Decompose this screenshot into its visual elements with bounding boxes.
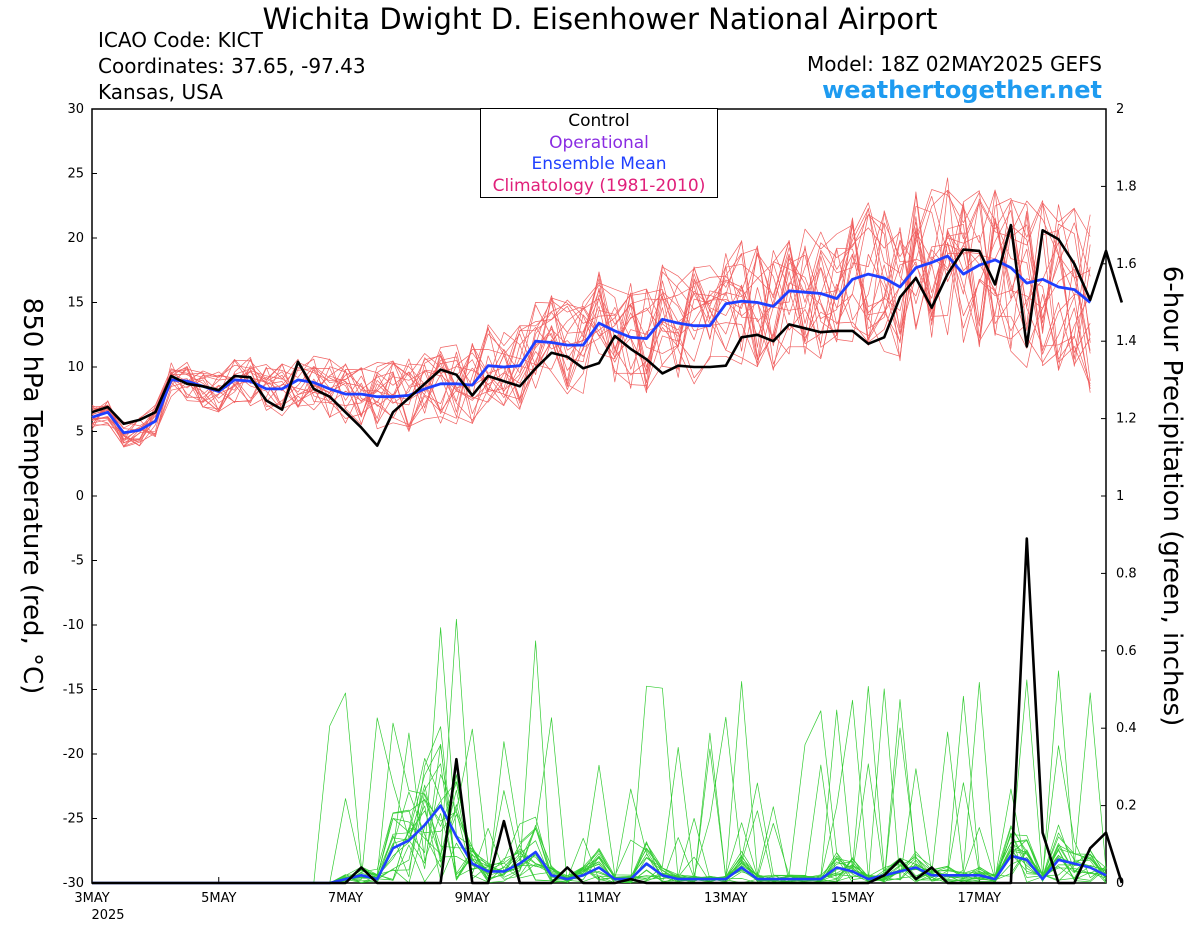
precip-member-line [92, 763, 1107, 884]
y-tick-label-right: 0.2 [1116, 799, 1137, 814]
y-tick-label-left: 30 [67, 102, 84, 117]
y-tick-label-left: 20 [67, 231, 84, 246]
precip-member-line [92, 699, 1107, 884]
y-tick-label-left: -25 [63, 812, 84, 827]
x-tick-label: 17MAY [957, 891, 1001, 906]
model-run: Model: 18Z 02MAY2025 GEFS [807, 52, 1102, 76]
precip-member-line [92, 810, 1107, 884]
chart-title: Wichita Dwight D. Eisenhower National Ai… [262, 2, 938, 36]
temperature-member-line [91, 190, 1091, 447]
site-link[interactable]: weathertogether.net [822, 76, 1102, 104]
x-tick-sublabel: 2025 [91, 908, 124, 923]
y-tick-label-right: 1.4 [1116, 334, 1137, 349]
legend-control: Control [568, 111, 630, 131]
y-tick-label-right: 1.6 [1116, 257, 1137, 272]
y-tick-label-left: -30 [63, 876, 84, 891]
y-tick-label-left: -20 [63, 747, 84, 762]
precip-control-line [92, 537, 1124, 885]
y-tick-label-left: -5 [71, 554, 84, 569]
precip-member-line [92, 699, 1107, 884]
temperature-member-line [91, 212, 1091, 441]
precip-member-line [92, 627, 1107, 884]
precip-member-line [92, 618, 1107, 884]
x-tick-label: 15MAY [831, 891, 875, 906]
temperature-member-line [91, 198, 1091, 436]
legend-operational: Operational [549, 132, 649, 153]
y-tick-label-left: 0 [76, 489, 84, 504]
y-tick-label-right: 1.8 [1116, 179, 1137, 194]
precip-member-line [92, 640, 1107, 884]
x-tick-label: 3MAY [74, 891, 109, 906]
y-tick-label-left: 5 [76, 425, 84, 440]
x-tick-label: 7MAY [328, 891, 363, 906]
temperature-control-line [91, 223, 1124, 448]
y-tick-label-right: 1.2 [1116, 412, 1137, 427]
precip-member-line [92, 681, 1107, 884]
x-tick-label: 5MAY [201, 891, 236, 906]
x-tick-label: 13MAY [704, 891, 748, 906]
y-tick-label-right: 0 [1116, 876, 1124, 891]
y-tick-label-right: 2 [1116, 102, 1124, 117]
precip-member-line [92, 732, 1107, 884]
x-tick-label: 9MAY [455, 891, 490, 906]
temperature-member-line [91, 191, 1091, 435]
y-tick-label-left: -15 [63, 683, 84, 698]
y-tick-label-left: 25 [67, 167, 84, 182]
icao-code: ICAO Code: KICT [98, 28, 263, 52]
temperature-member-line [91, 189, 1091, 444]
coordinates: Coordinates: 37.65, -97.43 [98, 54, 366, 78]
y-tick-label-left: 10 [67, 360, 84, 375]
temperature-ensemble-mean-line [91, 254, 1092, 435]
legend-ensemble-mean: Ensemble Mean [531, 154, 667, 174]
y-tick-label-right: 0.6 [1116, 644, 1137, 659]
x-tick-label: 11MAY [577, 891, 621, 906]
y-tick-label-right: 1 [1116, 489, 1124, 504]
precip-member-line [92, 727, 1107, 884]
y-tick-label-left: 15 [67, 296, 84, 311]
y-tick-label-right: 0.8 [1116, 566, 1137, 581]
location: Kansas, USA [98, 80, 223, 104]
legend-climatology: Climatology (1981-2010) [492, 175, 706, 196]
temperature-member-line [91, 209, 1091, 431]
temperature-member-line [91, 189, 1091, 447]
legend: Control Operational Ensemble Mean Climat… [480, 108, 718, 198]
y-tick-label-left: -10 [63, 618, 84, 633]
temperature-member-line [91, 195, 1091, 440]
y-tick-label-right: 0.4 [1116, 721, 1137, 736]
precip-member-line [92, 682, 1107, 884]
